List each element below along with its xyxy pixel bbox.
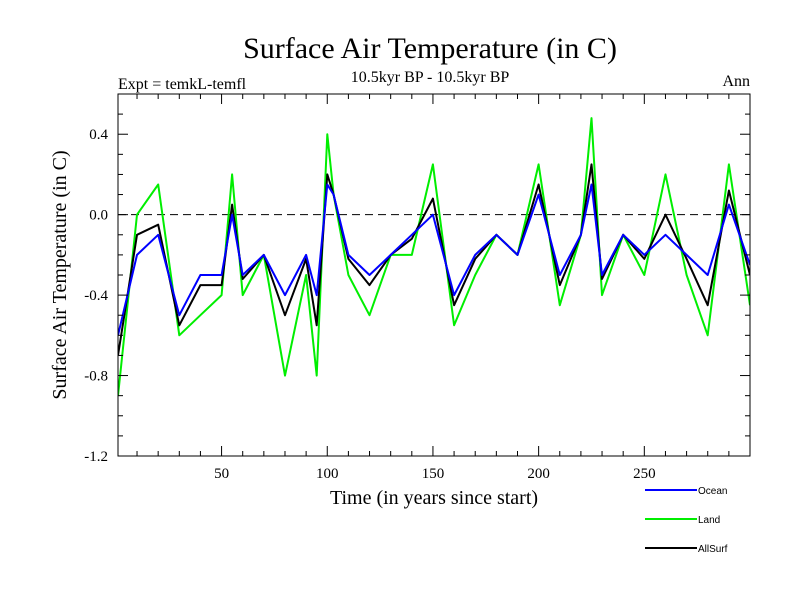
x-tick-label: 100 — [316, 466, 339, 482]
y-axis-label: Surface Air Temperature (in C) — [49, 150, 71, 399]
series-line-land — [118, 117, 750, 396]
y-tick-label: 0.4 — [89, 127, 108, 143]
legend-label-ocean: Ocean — [698, 486, 727, 497]
y-tick-labels: 0.4 0.0 -0.4 -0.8 -1.2 — [84, 127, 108, 465]
x-tick-labels: 50 100 150 200 250 — [214, 466, 655, 482]
experiment-label: Expt = temkL-temfl — [118, 76, 247, 93]
legend: Ocean Land AllSurf — [645, 486, 728, 555]
y-tick-label: -1.2 — [84, 449, 108, 465]
chart-title: Surface Air Temperature (in C) — [243, 32, 617, 65]
y-tick-label: 0.0 — [89, 208, 108, 224]
y-tick-label: -0.4 — [84, 288, 108, 304]
season-label: Ann — [722, 73, 750, 90]
series-line-ocean — [118, 183, 750, 336]
period-label: 10.5kyr BP - 10.5kyr BP — [351, 69, 510, 86]
y-tick-label: -0.8 — [84, 369, 108, 385]
x-axis-label: Time (in years since start) — [330, 487, 538, 509]
axis-ticks — [118, 94, 750, 456]
series-line-allsurf — [118, 163, 750, 356]
x-tick-label: 50 — [214, 466, 229, 482]
legend-label-allsurf: AllSurf — [698, 544, 728, 555]
legend-label-land: Land — [698, 515, 720, 526]
x-tick-label: 150 — [422, 466, 445, 482]
x-tick-label: 200 — [527, 466, 550, 482]
x-tick-label: 250 — [633, 466, 656, 482]
series-layer — [118, 117, 750, 396]
